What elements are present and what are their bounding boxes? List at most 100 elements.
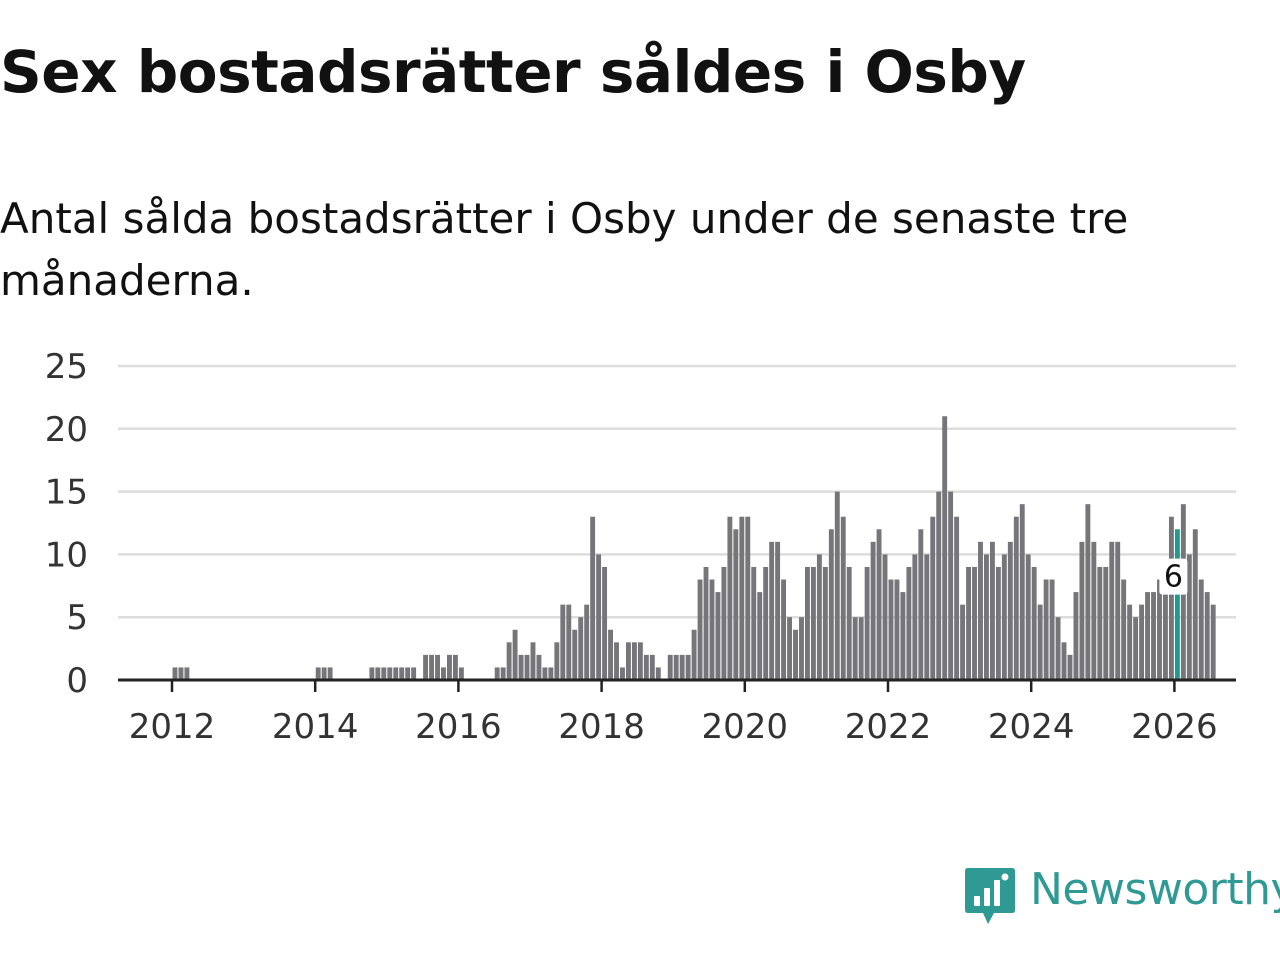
bar [500,667,506,680]
bar [399,667,405,680]
bar [721,566,727,680]
bar [447,654,452,680]
bar [387,667,393,680]
bar [1001,554,1007,680]
bar [1186,554,1192,680]
bar [727,516,733,680]
bar [1198,579,1204,680]
newsworthy-logo-icon [965,868,1015,924]
bar [781,579,787,680]
bar [1031,566,1037,680]
bar [667,654,673,680]
bar [858,617,864,680]
bar [840,516,846,680]
x-tick-label: 2022 [845,707,932,747]
bar [566,604,572,680]
bar [1043,579,1049,680]
bar [846,566,852,680]
bar [584,604,590,680]
bar [775,541,781,680]
bar [1091,541,1097,680]
y-tick-label: 5 [66,598,88,638]
bar [435,654,440,680]
bar [1210,604,1216,680]
bar [936,491,942,680]
x-tick-label: 2014 [272,707,359,747]
bar [709,579,715,680]
bar [631,642,637,680]
x-tick-label: 2018 [558,707,645,747]
bar [637,642,643,680]
bar [870,541,876,680]
bar [810,566,816,680]
bar [321,667,327,680]
bar [327,667,333,680]
bar [1157,579,1162,680]
bar [703,566,709,680]
bar [769,541,775,680]
bar [375,667,381,680]
bar [405,667,411,680]
bar [1049,579,1055,680]
bar [816,554,822,680]
bar [757,592,763,680]
bar [393,667,399,680]
bar [882,554,888,680]
bar [596,554,602,680]
bar [1204,592,1210,680]
bar [578,617,584,680]
bar [1061,642,1067,680]
bar [1192,529,1198,680]
bar [834,491,840,680]
bar [1055,617,1061,680]
y-tick-label: 15 [45,473,88,513]
brand-name: Newsworthy [1030,864,1280,915]
bar [458,667,464,680]
bar [715,592,721,680]
highlight-bar [1174,529,1180,680]
bar [864,566,870,680]
y-tick-label: 20 [45,410,88,450]
bar [315,667,321,680]
bar [763,566,769,680]
bar [1133,617,1139,680]
bar [602,566,608,680]
bar [787,617,792,680]
bar [799,617,804,680]
bar [1085,504,1091,680]
bar [912,554,918,680]
y-tick-label: 0 [66,661,88,701]
bar [429,654,434,680]
bar [423,654,429,680]
bar [989,541,995,680]
bar [1103,566,1109,680]
bar [655,667,661,680]
bar [1127,604,1133,680]
bar [906,566,912,680]
bar [966,566,971,680]
x-tick-label: 2020 [702,707,789,747]
bar [948,491,954,680]
bar [685,654,691,680]
bar [608,629,613,680]
bar [1115,541,1121,680]
bar [1163,566,1168,680]
bar [1013,516,1019,680]
x-tick-label: 2012 [129,707,216,747]
bar [942,416,948,680]
bar [888,579,894,680]
bar [822,566,828,680]
bar [560,604,566,680]
bar [1151,592,1156,680]
bar [960,604,966,680]
bar [184,667,190,680]
x-tick-label: 2026 [1131,707,1218,747]
bar [918,529,924,680]
bar [1073,592,1079,680]
bar [518,654,524,680]
bar [512,629,518,680]
chart-title: Sex bostadsrätter såldes i Osby [0,38,1026,106]
bar [691,629,697,680]
bar [441,667,446,680]
bar [745,516,751,680]
